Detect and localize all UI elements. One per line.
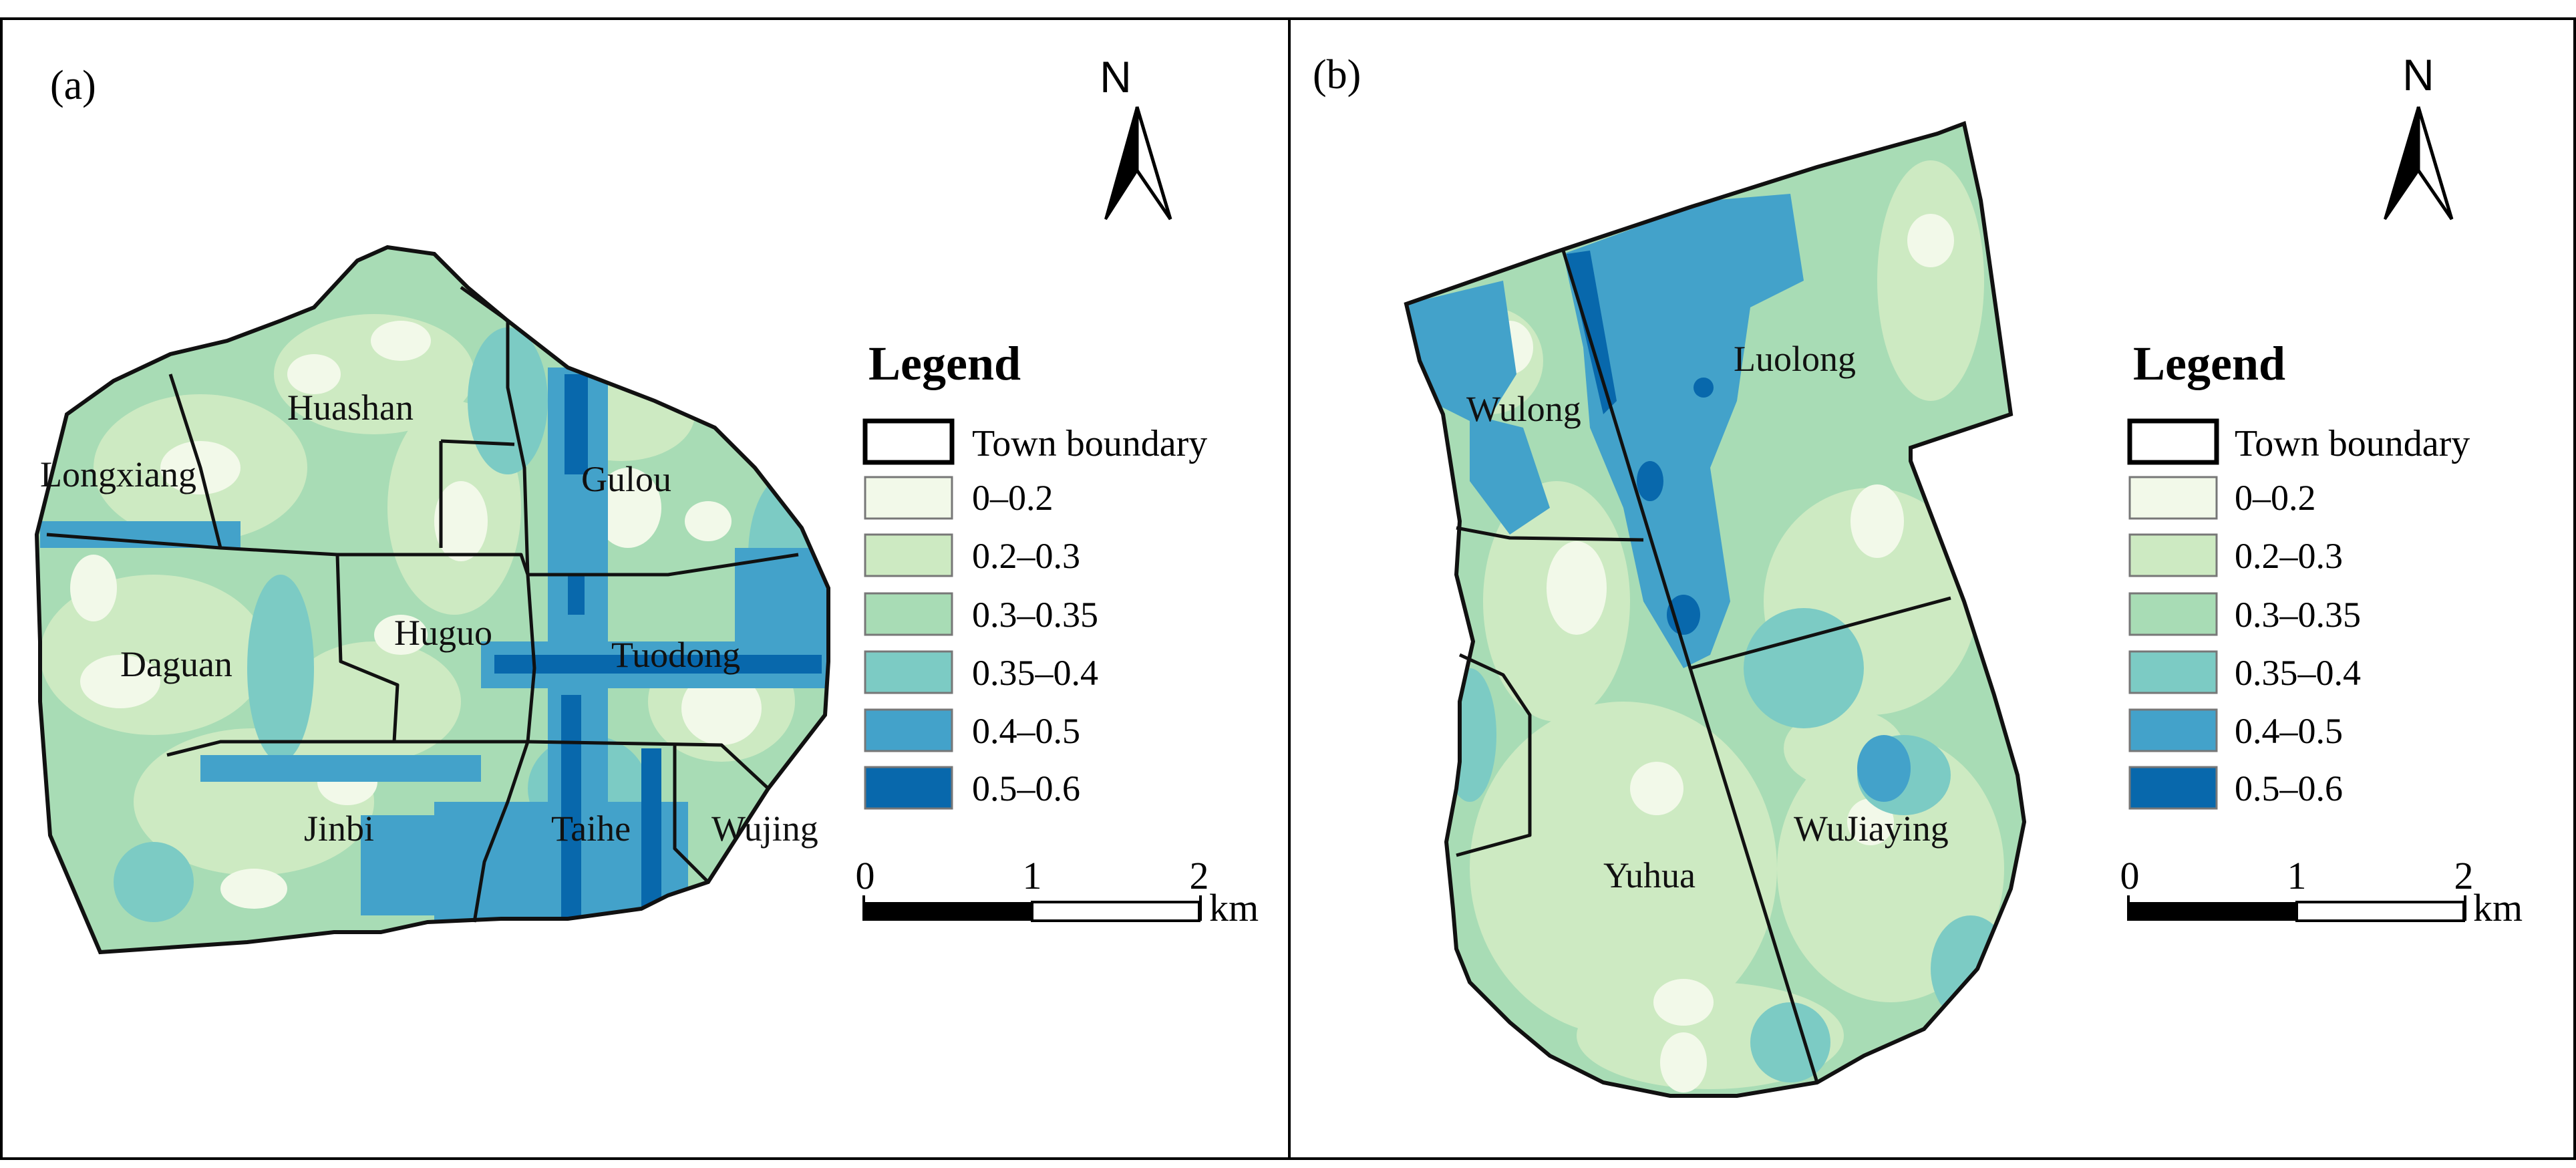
legend-a-boundary-label: Town boundary xyxy=(972,423,1207,464)
legend-b-swatch-5 xyxy=(2128,708,2218,752)
legend-a-class-5: 0.4–0.5 xyxy=(972,711,1080,751)
legend-b-class-5: 0.4–0.5 xyxy=(2235,711,2343,751)
legend-b-swatch-1 xyxy=(2128,476,2218,520)
town-label-yuhua: Yuhua xyxy=(1603,855,1696,895)
town-label-daguan: Daguan xyxy=(120,644,232,684)
town-label-luolong: Luolong xyxy=(1734,339,1856,379)
town-label-wujiaying: WuJiaying xyxy=(1794,809,1949,849)
legend-a-swatch-1 xyxy=(864,476,953,520)
town-label-tuodong: Tuodong xyxy=(611,635,740,675)
legend-a-swatch-3 xyxy=(864,592,953,636)
legend-b-title: Legend xyxy=(2133,337,2285,390)
legend-b-boundary-label: Town boundary xyxy=(2235,423,2470,464)
scale-b-tick-1: 1 xyxy=(2287,854,2307,897)
legend-b-class-6: 0.5–0.6 xyxy=(2235,768,2343,809)
town-label-taihe: Taihe xyxy=(551,809,631,849)
scale-a-tick-0: 0 xyxy=(856,854,875,897)
town-label-huguo: Huguo xyxy=(394,613,492,653)
panel-b-label: (b) xyxy=(1313,52,1361,98)
town-label-longxiang: Longxiang xyxy=(40,454,196,494)
town-label-wujing: Wujing xyxy=(711,809,818,849)
legend-a-title: Legend xyxy=(868,337,1021,390)
legend-a-boundary-swatch xyxy=(862,418,955,465)
scale-bar-b: 0 1 2 km xyxy=(2120,854,2523,929)
legend-b-class-2: 0.2–0.3 xyxy=(2235,536,2343,576)
legend-b-swatch-4 xyxy=(2128,650,2218,694)
svg-text:N: N xyxy=(2402,50,2434,100)
town-label-gulou: Gulou xyxy=(581,459,671,499)
legend-b: Legend Town boundary 0–0.2 0.2–0.3 0.3–0… xyxy=(2127,337,2470,810)
town-label-wulong: Wulong xyxy=(1466,389,1581,429)
legend-a-class-3: 0.3–0.35 xyxy=(972,595,1098,635)
legend-a-class-2: 0.2–0.3 xyxy=(972,536,1080,576)
legend-a-class-1: 0–0.2 xyxy=(972,478,1054,518)
legend-b-swatch-2 xyxy=(2128,533,2218,577)
legend-a: Legend Town boundary 0–0.2 0.2–0.3 0.3–0… xyxy=(862,337,1207,810)
scale-a-unit: km xyxy=(1209,886,1259,929)
legend-a-swatch-2 xyxy=(864,533,953,577)
legend-b-swatch-3 xyxy=(2128,592,2218,636)
legend-b-classes: 0–0.2 0.2–0.3 0.3–0.35 0.35–0.4 0.4–0.5 … xyxy=(2128,476,2361,810)
scale-b-tick-0: 0 xyxy=(2120,854,2140,897)
legend-b-class-1: 0–0.2 xyxy=(2235,478,2316,518)
legend-b-swatch-6 xyxy=(2128,766,2218,810)
north-arrow-b: N xyxy=(2384,50,2454,221)
legend-a-swatch-6 xyxy=(864,766,953,810)
map-a: Huashan Longxiang Gulou Huguo Daguan Tuo… xyxy=(0,200,868,1002)
legend-a-classes: 0–0.2 0.2–0.3 0.3–0.35 0.35–0.4 0.4–0.5 … xyxy=(864,476,1098,810)
scale-b-tick-2: 2 xyxy=(2454,854,2474,897)
svg-text:N: N xyxy=(1100,52,1132,102)
map-b: Wulong Luolong Yuhua WuJiaying xyxy=(1390,100,2058,1116)
legend-a-swatch-5 xyxy=(864,708,953,752)
town-label-jinbi: Jinbi xyxy=(304,809,374,849)
legend-b-class-3: 0.3–0.35 xyxy=(2235,595,2361,635)
panel-b-frame xyxy=(1288,17,2576,1160)
legend-a-class-4: 0.35–0.4 xyxy=(972,653,1098,693)
scale-a-tick-1: 1 xyxy=(1023,854,1042,897)
legend-b-class-4: 0.35–0.4 xyxy=(2235,653,2361,693)
panel-a-label: (a) xyxy=(50,63,96,108)
north-arrow-a: N xyxy=(1100,52,1172,221)
scale-bar-a: 0 1 2 km xyxy=(856,854,1259,929)
scale-a-tick-2: 2 xyxy=(1190,854,1209,897)
legend-b-boundary-swatch xyxy=(2127,418,2219,465)
scale-b-unit: km xyxy=(2473,886,2523,929)
town-label-huashan: Huashan xyxy=(287,388,414,428)
legend-a-swatch-4 xyxy=(864,650,953,694)
legend-a-class-6: 0.5–0.6 xyxy=(972,768,1080,809)
